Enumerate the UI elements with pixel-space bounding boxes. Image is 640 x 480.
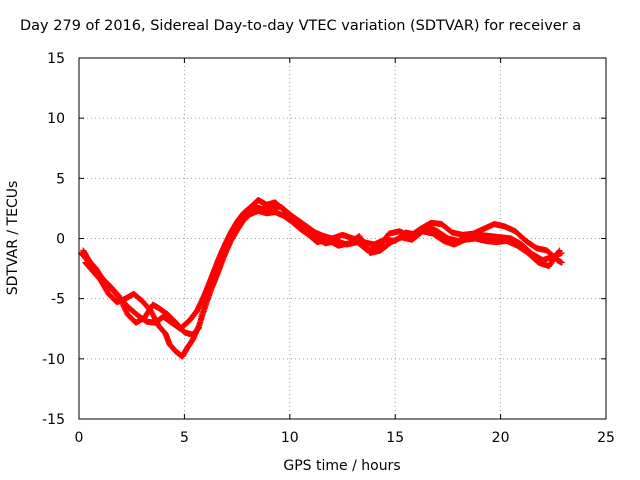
data-point xyxy=(556,247,563,254)
y-axis-label: SDTVAR / TECUs xyxy=(5,181,21,296)
y-tick-label: -10 xyxy=(42,352,65,368)
x-axis-label: GPS time / hours xyxy=(283,458,400,474)
y-tick-label: 0 xyxy=(56,232,65,248)
y-tick-label: 15 xyxy=(47,51,65,67)
x-tick-label: 0 xyxy=(75,430,84,446)
x-tick-label: 10 xyxy=(281,430,299,446)
y-tick-label: 5 xyxy=(56,171,65,187)
x-tick-label: 15 xyxy=(386,430,404,446)
chart-title: Day 279 of 2016, Sidereal Day-to-day VTE… xyxy=(20,18,582,34)
y-tick-label: -5 xyxy=(51,292,65,308)
y-tick-label: 10 xyxy=(47,111,65,127)
data-points xyxy=(78,196,565,360)
x-tick-label: 5 xyxy=(180,430,189,446)
x-tick-label: 25 xyxy=(597,430,615,446)
axis-ticks: 0 5 10 15 20 25 15 10 5 0 -5 -10 -15 xyxy=(42,51,615,446)
data-point xyxy=(558,259,565,266)
data-point xyxy=(555,248,562,255)
data-series-3 xyxy=(82,207,563,360)
x-tick-label: 20 xyxy=(492,430,510,446)
y-tick-label: -15 xyxy=(42,412,65,428)
